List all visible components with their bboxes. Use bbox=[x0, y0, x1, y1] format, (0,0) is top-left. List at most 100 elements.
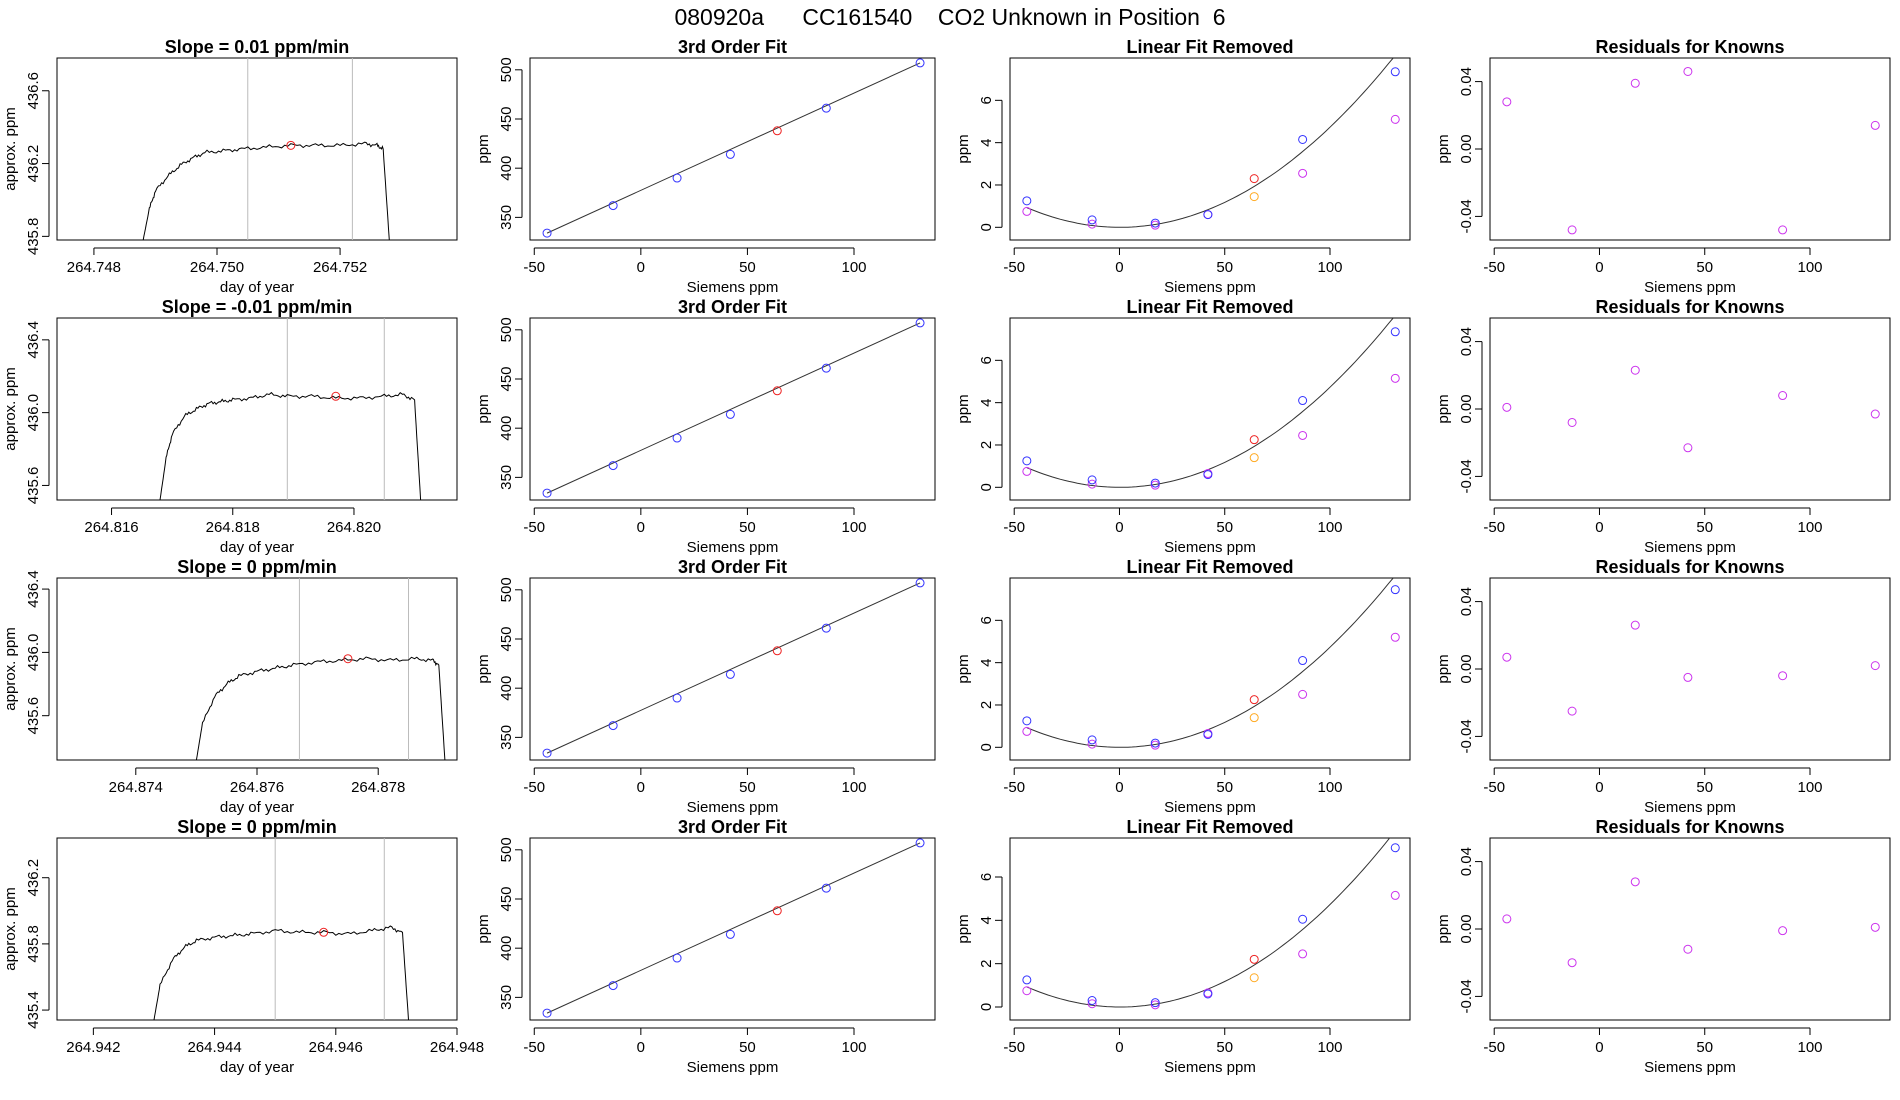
unknown-point bbox=[772, 386, 782, 396]
x-tick-label: 264.818 bbox=[206, 519, 260, 536]
y-tick-label: 450 bbox=[498, 106, 515, 131]
x-tick-label: 50 bbox=[739, 259, 756, 276]
x-axis-label: Siemens ppm bbox=[687, 1059, 779, 1076]
panel-time: Slope = -0.01 ppm/min 264.816 264.818 264.8… bbox=[2, 297, 458, 556]
prior-point bbox=[1022, 986, 1032, 996]
fit-curve bbox=[1026, 58, 1394, 228]
y-axis-label: approx. ppm bbox=[2, 367, 19, 450]
plot-area bbox=[542, 58, 925, 238]
plot-area bbox=[159, 318, 422, 500]
x-tick-label: -50 bbox=[1483, 259, 1505, 276]
y-tick-label: 0.00 bbox=[1458, 914, 1475, 943]
known-point bbox=[1298, 396, 1308, 406]
residual-point bbox=[1502, 402, 1512, 412]
x-tick-label: 100 bbox=[841, 259, 866, 276]
y-tick-label: 350 bbox=[498, 205, 515, 230]
known-point bbox=[1087, 735, 1097, 745]
known-point bbox=[821, 103, 831, 113]
plot-frame bbox=[56, 577, 458, 761]
prior-point bbox=[1022, 726, 1032, 736]
x-tick-label: 0 bbox=[637, 259, 645, 276]
x-tick-label: 264.874 bbox=[109, 779, 163, 796]
prior-unknown-point bbox=[1249, 453, 1259, 463]
x-axis-label: Siemens ppm bbox=[1644, 279, 1736, 296]
prior-point bbox=[1390, 890, 1400, 900]
known-point bbox=[915, 578, 925, 588]
x-tick-label: 50 bbox=[1216, 519, 1233, 536]
prior-point bbox=[1298, 949, 1308, 959]
x-tick-label: 100 bbox=[1317, 519, 1342, 536]
page-title: 080920a CC161540 CO2 Unknown in Position… bbox=[674, 4, 1226, 30]
prior-unknown-point bbox=[1249, 713, 1259, 723]
x-axis-label: Siemens ppm bbox=[1644, 1059, 1736, 1076]
y-axis-label: ppm bbox=[1435, 394, 1452, 423]
residual-point bbox=[1683, 944, 1693, 954]
x-tick-label: 50 bbox=[1696, 259, 1713, 276]
x-tick-label: 100 bbox=[1797, 779, 1822, 796]
residual-point bbox=[1502, 97, 1512, 107]
y-tick-label: 0.00 bbox=[1458, 654, 1475, 683]
residual-point bbox=[1870, 409, 1880, 419]
plot-area bbox=[142, 58, 390, 240]
y-tick-label: 350 bbox=[498, 725, 515, 750]
known-point bbox=[1298, 914, 1308, 924]
known-point bbox=[1087, 215, 1097, 225]
x-axis-label: Siemens ppm bbox=[1644, 539, 1736, 556]
panel-title: Residuals for Knowns bbox=[1595, 297, 1784, 317]
x-tick-label: 50 bbox=[1216, 259, 1233, 276]
known-point bbox=[1203, 989, 1213, 999]
y-tick-label: 435.6 bbox=[25, 697, 42, 735]
known-point bbox=[672, 173, 682, 183]
known-point bbox=[725, 669, 735, 679]
fit-line bbox=[546, 322, 921, 494]
known-point bbox=[1022, 196, 1032, 206]
panel-title: 3rd Order Fit bbox=[678, 297, 787, 317]
x-tick-label: 264.944 bbox=[187, 1039, 241, 1056]
x-tick-label: 100 bbox=[841, 779, 866, 796]
x-tick-label: 264.816 bbox=[84, 519, 138, 536]
fit-line bbox=[546, 842, 921, 1014]
y-tick-label: 0.00 bbox=[1458, 134, 1475, 163]
x-tick-label: -50 bbox=[1003, 1039, 1025, 1056]
y-tick-label: 2 bbox=[978, 181, 995, 189]
prior-unknown-point bbox=[1249, 973, 1259, 983]
residual-point bbox=[1778, 671, 1788, 681]
x-tick-label: 50 bbox=[1216, 779, 1233, 796]
x-axis-label: Siemens ppm bbox=[1164, 279, 1256, 296]
plot-area bbox=[1022, 838, 1400, 1010]
panel-title: Residuals for Knowns bbox=[1595, 37, 1784, 57]
residual-point bbox=[1567, 706, 1577, 716]
plot-frame bbox=[1489, 317, 1891, 501]
x-tick-label: 100 bbox=[1317, 1039, 1342, 1056]
trace-line bbox=[142, 141, 390, 240]
x-axis-label: day of year bbox=[220, 799, 294, 816]
y-tick-label: -0.04 bbox=[1458, 459, 1475, 493]
plot-area bbox=[1502, 66, 1880, 235]
fit-curve bbox=[1026, 318, 1394, 488]
known-point bbox=[1022, 716, 1032, 726]
y-tick-label: 4 bbox=[978, 398, 995, 406]
plot-area bbox=[542, 578, 925, 758]
panel-title: Slope = -0.01 ppm/min bbox=[162, 297, 353, 317]
x-tick-label: 0 bbox=[1115, 779, 1123, 796]
plot-area bbox=[1502, 877, 1880, 968]
known-point bbox=[1087, 475, 1097, 485]
residual-point bbox=[1683, 672, 1693, 682]
x-tick-label: 0 bbox=[637, 519, 645, 536]
y-tick-label: 0.04 bbox=[1458, 67, 1475, 96]
x-axis-label: day of year bbox=[220, 539, 294, 556]
x-tick-label: -50 bbox=[1483, 779, 1505, 796]
x-tick-label: 264.942 bbox=[66, 1039, 120, 1056]
x-axis-label: Siemens ppm bbox=[687, 279, 779, 296]
y-tick-label: -0.04 bbox=[1458, 199, 1475, 233]
known-point bbox=[821, 623, 831, 633]
panel-title: 3rd Order Fit bbox=[678, 37, 787, 57]
prior-point bbox=[1087, 219, 1097, 229]
known-point bbox=[608, 721, 618, 731]
y-tick-label: 450 bbox=[498, 886, 515, 911]
y-axis-label: approx. ppm bbox=[2, 627, 19, 710]
x-tick-label: 0 bbox=[1595, 259, 1603, 276]
y-tick-label: 436.2 bbox=[25, 859, 42, 897]
known-point bbox=[915, 58, 925, 68]
